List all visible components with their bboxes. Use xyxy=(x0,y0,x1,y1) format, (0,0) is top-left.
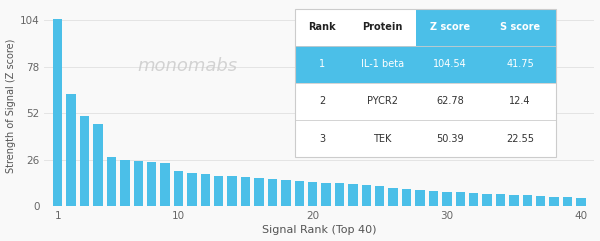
Bar xyxy=(200,174,210,207)
Text: 22.55: 22.55 xyxy=(506,134,534,144)
Bar xyxy=(295,46,350,83)
Y-axis label: Strength of Signal (Z score): Strength of Signal (Z score) xyxy=(5,39,16,173)
Bar xyxy=(509,195,518,207)
Bar xyxy=(80,116,89,207)
Bar xyxy=(268,179,277,207)
Bar xyxy=(254,178,264,207)
Bar xyxy=(550,197,559,207)
Bar xyxy=(295,9,556,157)
Bar xyxy=(295,83,350,120)
Bar xyxy=(160,163,170,207)
Bar xyxy=(308,182,317,207)
Bar xyxy=(147,162,157,207)
Bar xyxy=(174,171,183,207)
Bar xyxy=(281,180,290,207)
Bar xyxy=(350,9,416,46)
Text: 41.75: 41.75 xyxy=(506,59,534,69)
Text: IL-1 beta: IL-1 beta xyxy=(361,59,404,69)
Bar xyxy=(388,187,398,207)
Bar xyxy=(484,9,556,46)
Bar xyxy=(536,196,545,207)
Text: PYCR2: PYCR2 xyxy=(367,96,398,107)
Bar xyxy=(416,83,484,120)
Bar xyxy=(53,19,62,207)
Bar xyxy=(482,194,492,207)
Bar xyxy=(335,183,344,207)
Bar xyxy=(362,185,371,207)
Bar xyxy=(484,46,556,83)
Bar xyxy=(107,157,116,207)
Text: Z score: Z score xyxy=(430,22,470,32)
Bar xyxy=(469,193,478,207)
Bar xyxy=(350,83,416,120)
Bar xyxy=(187,173,197,207)
Bar xyxy=(295,120,350,157)
Bar xyxy=(322,183,331,207)
Bar xyxy=(350,46,416,83)
Bar xyxy=(416,46,484,83)
Text: monomabs: monomabs xyxy=(137,57,238,75)
Bar xyxy=(429,191,438,207)
Bar xyxy=(484,83,556,120)
Text: 1: 1 xyxy=(319,59,325,69)
Text: 62.78: 62.78 xyxy=(436,96,464,107)
Text: Rank: Rank xyxy=(308,22,336,32)
Bar xyxy=(523,195,532,207)
Bar xyxy=(496,194,505,207)
Text: Protein: Protein xyxy=(362,22,403,32)
Bar xyxy=(375,186,385,207)
Bar xyxy=(455,192,465,207)
Bar xyxy=(295,9,350,46)
Bar xyxy=(416,9,484,46)
Bar xyxy=(227,176,237,207)
Text: 104.54: 104.54 xyxy=(433,59,467,69)
Bar xyxy=(402,189,411,207)
Bar xyxy=(94,124,103,207)
Bar xyxy=(563,197,572,207)
Bar xyxy=(415,190,425,207)
Bar xyxy=(484,120,556,157)
Text: 12.4: 12.4 xyxy=(509,96,531,107)
Bar xyxy=(348,184,358,207)
Bar xyxy=(442,192,452,207)
Bar xyxy=(67,94,76,207)
Text: 2: 2 xyxy=(319,96,325,107)
Bar xyxy=(241,177,250,207)
Text: 50.39: 50.39 xyxy=(436,134,464,144)
Bar xyxy=(120,160,130,207)
Text: TEK: TEK xyxy=(373,134,392,144)
Bar xyxy=(295,181,304,207)
Text: 3: 3 xyxy=(319,134,325,144)
Bar xyxy=(577,198,586,207)
Bar xyxy=(214,176,223,207)
Bar xyxy=(134,161,143,207)
Bar xyxy=(416,120,484,157)
X-axis label: Signal Rank (Top 40): Signal Rank (Top 40) xyxy=(262,225,377,235)
Text: S score: S score xyxy=(500,22,540,32)
Bar xyxy=(350,120,416,157)
